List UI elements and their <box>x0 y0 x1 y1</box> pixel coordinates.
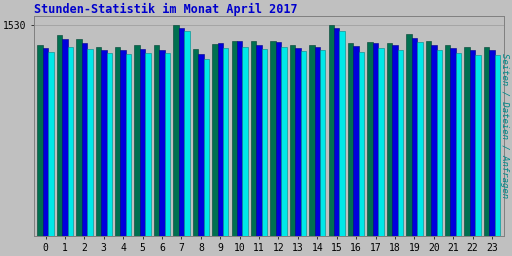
Bar <box>314 47 320 236</box>
Bar <box>135 45 140 236</box>
Bar <box>62 39 68 236</box>
Bar <box>470 49 475 236</box>
Bar <box>398 50 403 236</box>
Bar <box>262 49 267 236</box>
Bar <box>237 41 242 236</box>
Bar <box>484 47 489 236</box>
Bar <box>165 53 170 236</box>
Bar <box>57 35 62 236</box>
Bar <box>173 25 179 236</box>
Bar <box>270 41 276 236</box>
Bar <box>251 41 257 236</box>
Bar <box>320 50 326 236</box>
Bar <box>76 39 82 236</box>
Bar <box>412 38 417 236</box>
Bar <box>489 49 495 236</box>
Bar <box>359 52 365 236</box>
Bar <box>353 46 359 236</box>
Bar <box>295 48 301 236</box>
Bar <box>179 28 184 236</box>
Bar <box>184 31 189 236</box>
Bar <box>301 51 306 236</box>
Bar <box>290 45 295 236</box>
Bar <box>334 28 339 236</box>
Bar <box>475 55 481 236</box>
Bar <box>378 48 383 236</box>
Bar <box>101 49 106 236</box>
Bar <box>37 45 43 236</box>
Bar <box>329 25 334 236</box>
Bar <box>48 52 54 236</box>
Bar <box>339 31 345 236</box>
Bar <box>431 45 437 236</box>
Bar <box>140 49 145 236</box>
Bar <box>368 42 373 236</box>
Bar <box>406 34 412 236</box>
Bar <box>212 44 218 236</box>
Bar <box>204 59 209 236</box>
Bar <box>193 49 198 236</box>
Bar <box>495 55 500 236</box>
Bar <box>464 47 470 236</box>
Y-axis label: Seiten / Dateien / Anfragen: Seiten / Dateien / Anfragen <box>500 53 509 198</box>
Bar <box>223 48 228 236</box>
Bar <box>348 43 353 236</box>
Bar <box>425 41 431 236</box>
Bar <box>445 45 451 236</box>
Bar <box>96 47 101 236</box>
Bar <box>159 49 165 236</box>
Bar <box>126 54 132 236</box>
Bar <box>392 45 398 236</box>
Bar <box>281 47 287 236</box>
Bar <box>120 49 126 236</box>
Bar <box>218 43 223 236</box>
Bar <box>115 47 120 236</box>
Bar <box>154 45 159 236</box>
Bar <box>145 53 151 236</box>
Bar <box>82 43 87 236</box>
Bar <box>87 49 93 236</box>
Bar <box>373 43 378 236</box>
Bar <box>257 45 262 236</box>
Bar <box>106 53 112 236</box>
Text: Stunden-Statistik im Monat April 2017: Stunden-Statistik im Monat April 2017 <box>34 3 297 16</box>
Bar <box>387 43 392 236</box>
Bar <box>437 49 442 236</box>
Bar <box>451 48 456 236</box>
Bar <box>242 47 248 236</box>
Bar <box>43 48 48 236</box>
Bar <box>198 54 204 236</box>
Bar <box>456 53 461 236</box>
Bar <box>417 42 422 236</box>
Bar <box>309 45 314 236</box>
Bar <box>276 42 281 236</box>
Bar <box>231 41 237 236</box>
Bar <box>68 47 73 236</box>
